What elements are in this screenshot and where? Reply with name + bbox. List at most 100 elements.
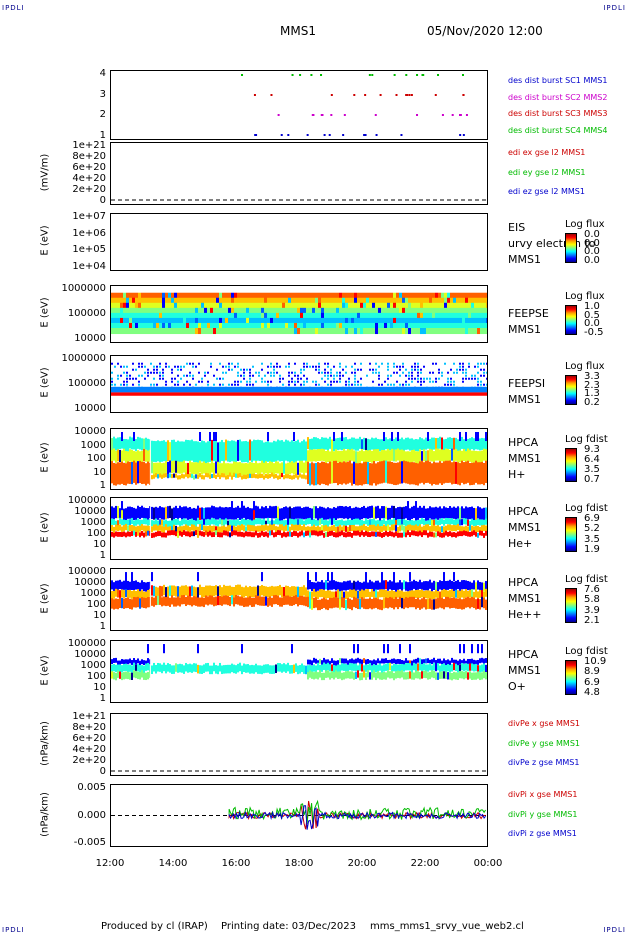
legend-p10-2: divPe z gse MMS1	[508, 758, 580, 768]
ytick-p9-1: 10000	[74, 649, 106, 660]
panel-p9	[110, 640, 488, 703]
cbar-title-p4: Log flux	[565, 291, 605, 302]
ytick-p7-4: 10	[93, 539, 106, 550]
cbar-p8	[565, 588, 577, 623]
ytick-p2-3: 4e+20	[72, 173, 106, 184]
cbar-title-p6: Log fdist	[565, 434, 608, 445]
panel-p10	[110, 713, 488, 776]
burst-mark-1	[342, 134, 345, 136]
ytick-p10-3: 4e+20	[72, 744, 106, 755]
corner-text-top-left: IPDLI	[2, 4, 25, 12]
label-p6-2: H+	[508, 468, 526, 481]
ytick-p7-5: 1	[99, 550, 106, 561]
cbar-value-p7-3: 1.9	[584, 544, 600, 555]
burst-mark-2	[374, 114, 377, 116]
cbar-p5	[565, 375, 577, 405]
cbar-value-p8-3: 2.1	[584, 615, 600, 626]
ytick-p10-5: 0	[99, 766, 106, 777]
label-p8-0: HPCA	[508, 576, 539, 589]
label-p6-1: MMS1	[508, 452, 541, 465]
ytick-p10-0: 1e+21	[72, 711, 106, 722]
cbar-value-p3-0: 0.0	[584, 229, 600, 240]
panel-p11	[110, 784, 488, 847]
burst-mark-1	[375, 134, 378, 136]
cbar-value-p7-1: 5.2	[584, 523, 600, 535]
cbar-title-p7: Log fdist	[565, 503, 608, 514]
ytick-p10-2: 6e+20	[72, 733, 106, 744]
burst-mark-4	[299, 74, 302, 76]
cbar-value-p6-2: 3.5	[584, 464, 600, 475]
legend-p10-0: divPe x gse MMS1	[508, 719, 580, 728]
ytick-p2-1: 8e+20	[72, 151, 106, 162]
cbar-p4	[565, 305, 577, 335]
label-p3-0: EIS	[508, 221, 526, 234]
panel-p4-svg	[111, 292, 487, 335]
cbar-p7	[565, 517, 577, 552]
ytick-p9-4: 10	[93, 682, 106, 693]
legend-p11-1: divPi y gse MMS1	[508, 809, 578, 819]
burst-mark-3	[410, 94, 413, 96]
burst-mark-2	[441, 114, 444, 116]
ytick-p3-2: 1e+05	[72, 244, 106, 256]
label-p7-2: He+	[508, 537, 533, 550]
ytick-p3-1: 1e+06	[72, 227, 106, 239]
ytick-p8-5: 1	[99, 621, 106, 632]
cbar-value-p5-3: 0.2	[584, 397, 600, 408]
panel-p6-svg	[111, 429, 487, 489]
burst-mark-4	[291, 74, 294, 76]
cbar-value-p8-1: 5.8	[584, 594, 600, 606]
legend-p2-2: edi ez gse l2 MMS1	[508, 187, 585, 197]
corner-text-bottom-right: IPDLI	[603, 926, 626, 934]
ytick-p1-3: 1	[99, 130, 106, 141]
ytick-p3-0: 1e+07	[72, 211, 106, 222]
legend-p10-1: divPe y gse MMS1	[508, 738, 580, 748]
ytick-p10-1: 8e+20	[72, 722, 106, 733]
legend-p11-2: divPi z gse MMS1	[508, 829, 577, 839]
burst-mark-3	[395, 94, 398, 96]
burst-mark-4	[371, 74, 374, 76]
cbar-p6	[565, 448, 577, 482]
ytick-p2-5: 0	[99, 195, 106, 206]
ytick-p5-0: 1000000	[61, 353, 106, 364]
ytick-p2-4: 2e+20	[72, 184, 106, 195]
panel-p2-svg	[111, 199, 487, 201]
date-title: 05/Nov/2020 12:00	[427, 24, 543, 38]
footer-printing-date: Printing date: 03/Dec/2023	[221, 921, 357, 932]
burst-mark-2	[343, 114, 346, 116]
burst-mark-4	[393, 74, 396, 76]
label-p3-1: urvy electron to	[508, 237, 596, 250]
panel-p5-svg	[111, 362, 487, 396]
xtick-6: 00:00	[473, 858, 503, 869]
panel-p11-svg	[111, 799, 487, 830]
footer-script-name: mms_mms1_srvy_vue_web2.cl	[370, 921, 524, 932]
burst-mark-2	[465, 114, 468, 116]
ytick-p4-1: 100000	[67, 308, 106, 319]
ytick-p6-1: 1000	[80, 439, 106, 451]
cbar-title-p8: Log fdist	[565, 574, 608, 585]
burst-mark-2	[320, 114, 323, 116]
panel-p5	[110, 355, 488, 413]
cbar-value-p8-0: 7.6	[584, 584, 600, 595]
ytick-p3-3: 1e+04	[72, 261, 106, 272]
panel-p1	[110, 70, 488, 140]
divpi-series-y	[228, 799, 487, 824]
label-p6-0: HPCA	[508, 436, 539, 449]
ytick-p8-0: 100000	[67, 566, 106, 577]
label-p7-1: MMS1	[508, 521, 541, 534]
legend-p1-0: des dist burst SC1 MMS1	[508, 76, 608, 85]
burst-mark-4	[416, 74, 419, 76]
xtick-1: 14:00	[158, 858, 188, 869]
cbar-value-p9-3: 4.8	[584, 687, 600, 698]
burst-mark-1	[462, 134, 465, 136]
burst-mark-4	[320, 74, 323, 76]
ytick-p7-0: 100000	[67, 495, 106, 506]
panel-p10-svg	[111, 770, 487, 772]
cbar-value-p7-0: 6.9	[584, 513, 600, 524]
panel-p9-svg	[111, 641, 487, 702]
ytick-p8-3: 100	[86, 599, 106, 610]
ytick-p11-2: -0.005	[73, 837, 106, 848]
panel-p8-svg	[111, 569, 487, 630]
legend-p1-3: des dist burst SC4 MMS4	[508, 126, 608, 135]
cbar-value-p9-0: 10.9	[584, 656, 607, 667]
burst-mark-1	[287, 134, 290, 136]
